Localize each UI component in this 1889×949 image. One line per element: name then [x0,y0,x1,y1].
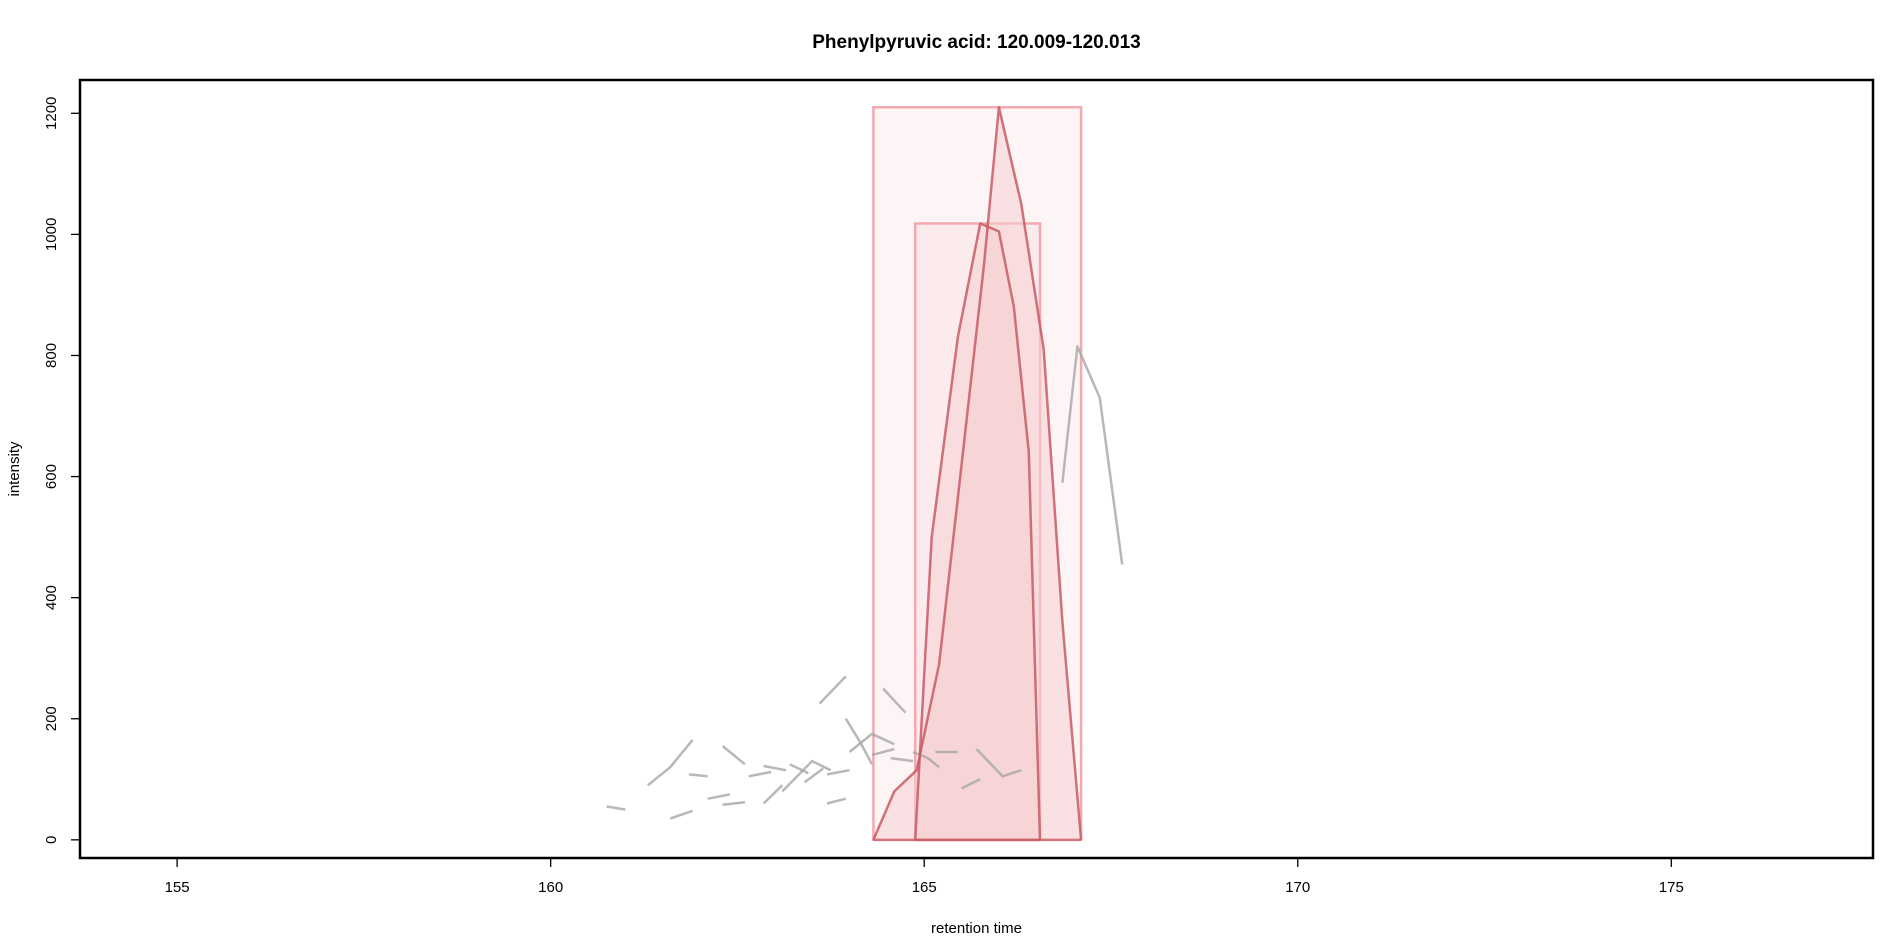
noise-segment-11 [781,759,832,793]
noise-segment-20 [882,687,907,714]
y-tick-label: 200 [43,706,60,731]
noise-segment-9 [763,764,787,772]
x-tick-label: 170 [1285,879,1310,896]
noise-segment-2 [647,739,694,787]
peak-fill-2 [915,223,1040,840]
noise-segment-15 [826,768,850,776]
noise-segment-3 [669,809,694,820]
noise-segment-25 [975,748,1022,778]
chart-title: Phenylpyruvic acid: 120.009-120.013 [812,32,1140,53]
peak-lines-layer [872,105,1083,842]
y-tick-label: 1000 [43,218,60,251]
y-axis: 0 200 400 600 800 1000 1200 [43,97,81,844]
noise-segment-6 [721,745,746,766]
noise-segment-8 [748,770,772,778]
noise-segment-21 [890,756,914,763]
y-tick-label: 400 [43,585,60,610]
y-tick-label: 1200 [43,97,60,130]
peak-line-2 [913,222,1042,840]
x-tick-label: 160 [538,879,563,896]
noise-segment-16 [826,797,847,805]
noise-segment-7 [722,801,746,806]
noise-layer [606,345,1124,820]
noise-segment-26 [1061,345,1124,565]
x-tick-label: 155 [165,879,190,896]
x-axis: 155 160 165 170 175 [165,857,1684,896]
noise-segment-14 [818,675,847,705]
noise-segment-22 [912,750,940,769]
peak-line-1 [872,105,1083,841]
x-tick-label: 165 [912,879,937,896]
noise-segment-1 [606,805,626,811]
noise-segment-4 [688,773,708,778]
noise-segment-18 [848,732,895,753]
noise-segment-13 [803,767,825,784]
y-tick-label: 800 [43,343,60,368]
peak-fills-layer [873,107,1082,840]
x-tick-label: 175 [1659,879,1684,896]
y-axis-title: intensity [6,441,23,497]
noise-segment-10 [762,784,784,805]
noise-segment-17 [844,718,874,765]
y-tick-label: 0 [43,836,60,844]
noise-segment-19 [871,747,895,757]
y-tick-label: 600 [43,464,60,489]
noise-segment-24 [961,778,981,790]
noise-segment-5 [707,793,731,800]
noise-segment-12 [789,763,809,775]
x-axis-title: retention time [931,920,1022,937]
